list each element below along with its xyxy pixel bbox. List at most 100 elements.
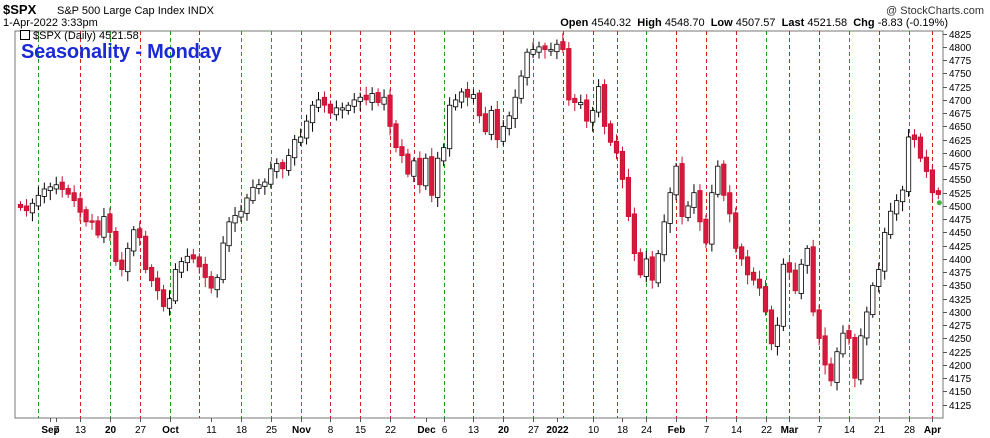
quote-bar: Open 4540.32 High 4548.70 Low 4507.57 La… — [560, 17, 948, 30]
candle-up — [268, 168, 274, 185]
candle-up — [345, 104, 351, 111]
x-tick-label: Nov — [292, 425, 311, 436]
candle-down — [852, 337, 858, 379]
candle-up — [351, 99, 357, 107]
x-tick-label: 22 — [385, 425, 397, 436]
candle-up — [262, 181, 268, 187]
candle-up — [166, 298, 173, 309]
candle-down — [584, 99, 590, 122]
candle-down — [846, 330, 852, 339]
candle-up — [858, 335, 864, 381]
y-tick-label: 4300 — [949, 308, 972, 319]
candle-up — [101, 216, 107, 238]
candle-up — [333, 107, 339, 116]
candle-up — [870, 285, 876, 316]
candle-down — [95, 220, 101, 236]
candle-down — [566, 48, 572, 101]
candle-down — [733, 212, 739, 249]
y-tick-label: 4200 — [949, 361, 972, 372]
candle-up — [232, 215, 238, 224]
candle-up — [888, 210, 894, 235]
y-tick-label: 4375 — [949, 268, 972, 279]
x-tick-label: Mar — [781, 425, 799, 436]
candle-up — [286, 155, 292, 171]
candle-up — [715, 165, 721, 195]
y-tick-label: 4725 — [949, 83, 972, 94]
y-tick-label: 4675 — [949, 109, 972, 120]
candle-up — [250, 186, 256, 202]
candle-down — [721, 163, 727, 196]
candle-down — [327, 103, 334, 114]
candle-down — [196, 256, 202, 268]
candle-down — [107, 213, 113, 233]
candle-up — [840, 332, 846, 355]
candle-down — [137, 228, 143, 239]
candle-down — [417, 157, 423, 186]
x-tick-label: 20 — [498, 425, 510, 436]
legend-swatch — [20, 30, 30, 40]
candle-up — [864, 311, 870, 339]
candle-down — [387, 94, 393, 127]
x-tick-label: 2022 — [546, 425, 569, 436]
x-tick-label: 28 — [904, 425, 916, 436]
candle-up — [339, 107, 345, 111]
candle-up — [184, 255, 190, 264]
candle-up — [709, 192, 715, 245]
x-tick-label: 8 — [328, 425, 334, 436]
candle-up — [125, 247, 131, 273]
candle-up — [29, 202, 36, 214]
candle-up — [435, 157, 441, 198]
candle-up — [804, 247, 810, 266]
candle-up — [292, 139, 298, 159]
candle-up — [488, 110, 494, 135]
y-tick-label: 4175 — [949, 374, 972, 385]
candle-up — [590, 110, 596, 123]
candle-up — [47, 186, 53, 191]
candle-up — [309, 104, 316, 124]
candle-down — [83, 209, 89, 223]
candle-up — [691, 192, 697, 208]
symbol: $SPX — [3, 2, 37, 17]
candle-up — [458, 91, 465, 103]
candle-down — [143, 235, 149, 270]
candle-up — [655, 253, 661, 284]
y-tick-label: 4625 — [949, 136, 972, 147]
candle-up — [882, 232, 888, 272]
candle-up — [894, 200, 900, 215]
candle-down — [149, 267, 155, 282]
x-tick-label: 10 — [588, 425, 600, 436]
candle-down — [828, 363, 834, 382]
candle-up — [172, 269, 179, 302]
candle-down — [17, 203, 24, 208]
candle-down — [786, 262, 792, 273]
candle-up — [506, 115, 512, 129]
candle-up — [673, 165, 679, 196]
y-tick-label: 4575 — [949, 162, 972, 173]
candle-up — [315, 99, 322, 108]
x-tick-label: 27 — [135, 425, 147, 436]
y-tick-label: 4525 — [949, 189, 972, 200]
candle-down — [607, 123, 614, 143]
y-tick-label: 4225 — [949, 348, 972, 359]
y-tick-label: 4825 — [949, 30, 972, 41]
y-tick-label: 4650 — [949, 122, 972, 133]
candle-down — [89, 220, 95, 223]
x-tick-label: 15 — [355, 425, 367, 436]
candle-up — [256, 184, 262, 189]
candle-down — [935, 190, 941, 195]
watermark: @ StockCharts.com — [886, 5, 984, 17]
candle-up — [876, 269, 882, 287]
y-tick-label: 4150 — [949, 387, 972, 398]
x-tick-label: 6 — [442, 425, 448, 436]
security-name: S&P 500 Large Cap Index — [57, 5, 185, 17]
candle-down — [280, 162, 286, 170]
candle-down — [929, 169, 935, 194]
x-tick-label: Feb — [668, 425, 686, 436]
x-tick-label: 13 — [75, 425, 87, 436]
candle-up — [643, 258, 649, 277]
x-tick-label: 7 — [817, 425, 823, 436]
candle-down — [482, 113, 488, 133]
x-tick-label: Sep — [41, 425, 59, 436]
y-tick-label: 4500 — [949, 202, 972, 213]
